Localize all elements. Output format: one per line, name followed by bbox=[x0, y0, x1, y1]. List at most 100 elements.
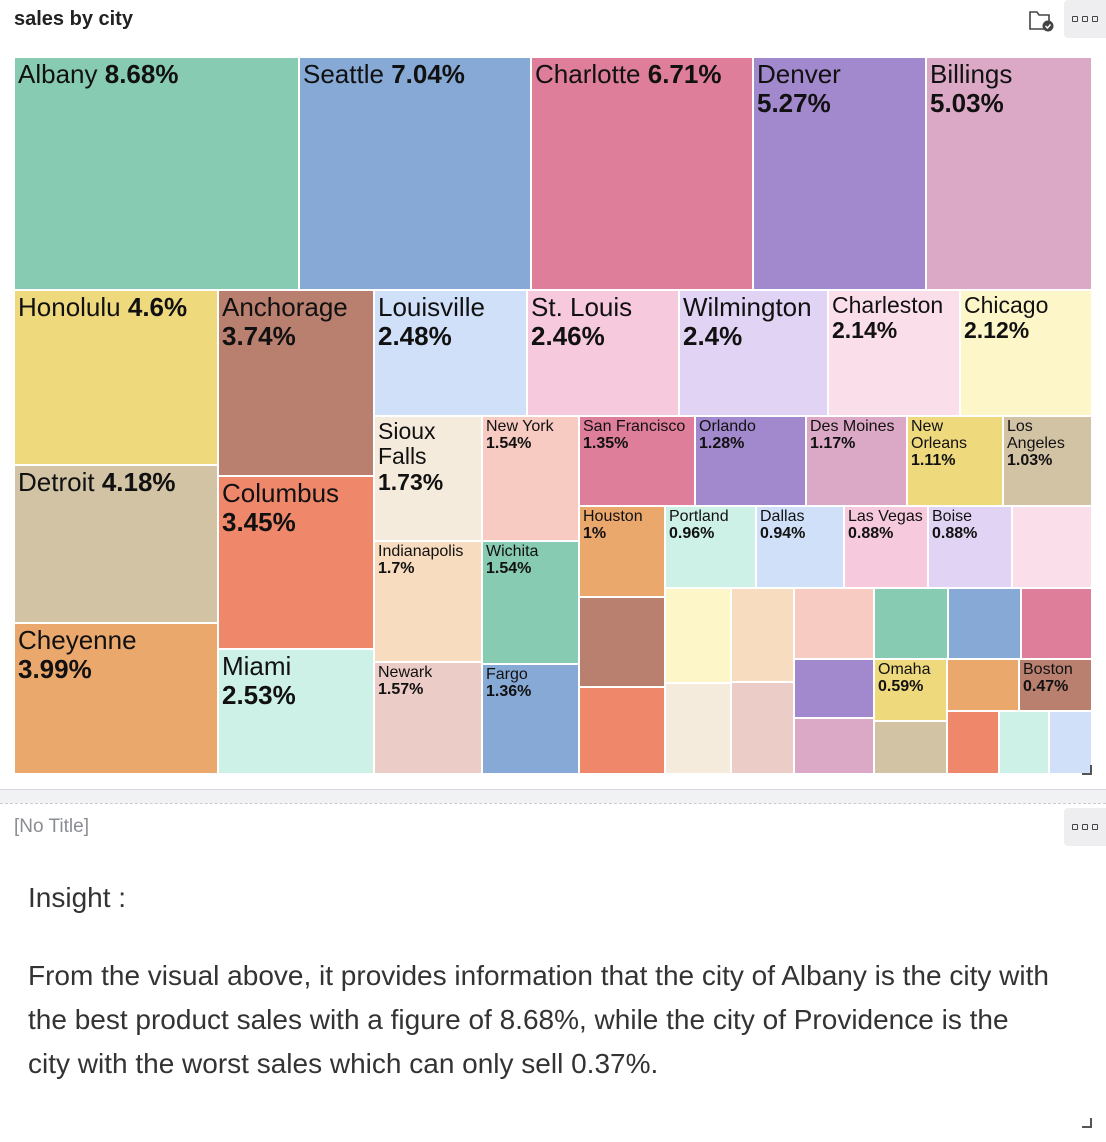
more-options-icon[interactable] bbox=[1064, 808, 1106, 846]
cell-percentage: 2.48% bbox=[378, 320, 452, 351]
resize-handle-icon[interactable] bbox=[1082, 1118, 1092, 1128]
treemap-cell[interactable] bbox=[665, 588, 731, 683]
cell-percentage: 1.7% bbox=[378, 559, 415, 577]
treemap-cell[interactable]: Charleston 2.14% bbox=[828, 290, 960, 416]
resize-handle-icon[interactable] bbox=[1082, 765, 1092, 775]
cell-percentage: 0.59% bbox=[878, 677, 924, 695]
cell-percentage: 7.04% bbox=[391, 59, 465, 89]
treemap-cell[interactable]: Omaha 0.59% bbox=[874, 659, 947, 721]
treemap-cell[interactable]: Miami 2.53% bbox=[218, 649, 374, 774]
treemap-cell[interactable]: Honolulu 4.6% bbox=[14, 290, 218, 465]
treemap-cell[interactable]: Charlotte 6.71% bbox=[531, 57, 753, 290]
cell-label: Detroit 4.18% bbox=[15, 466, 217, 499]
treemap-cell[interactable]: Houston 1% bbox=[579, 506, 665, 597]
cell-city-name: Dallas bbox=[760, 508, 805, 525]
treemap-cell[interactable]: Albany 8.68% bbox=[14, 57, 299, 290]
treemap-cell[interactable]: Boston 0.47% bbox=[1019, 659, 1092, 711]
treemap-cell[interactable]: Orlando 1.28% bbox=[695, 416, 806, 506]
treemap-cell[interactable]: Newark 1.57% bbox=[374, 662, 482, 774]
treemap-cell[interactable]: Boise 0.88% bbox=[928, 506, 1012, 588]
treemap-cell[interactable] bbox=[947, 659, 1019, 711]
cell-percentage: 1% bbox=[583, 524, 607, 542]
treemap-cell[interactable] bbox=[794, 588, 874, 659]
cell-percentage: 2.4% bbox=[683, 320, 743, 351]
cell-city-name: Detroit bbox=[18, 467, 95, 497]
cell-city-name: Albany bbox=[18, 59, 98, 89]
cell-city-name: Cheyenne bbox=[18, 625, 137, 655]
treemap-cell[interactable] bbox=[665, 683, 731, 774]
treemap-cell[interactable]: Sioux Falls 1.73% bbox=[374, 416, 482, 541]
treemap-cell[interactable]: Louisville 2.48% bbox=[374, 290, 527, 416]
cell-city-name: Boise bbox=[932, 508, 973, 525]
cell-percentage: 1.11% bbox=[911, 451, 956, 469]
cell-label: Seattle 7.04% bbox=[300, 58, 530, 91]
cell-label: Des Moines 1.17% bbox=[807, 417, 906, 455]
treemap-cell[interactable]: Las Vegas 0.88% bbox=[844, 506, 928, 588]
treemap-cell[interactable] bbox=[731, 682, 794, 774]
treemap-cell[interactable] bbox=[579, 687, 665, 774]
treemap-cell[interactable] bbox=[1021, 588, 1092, 659]
treemap-cell[interactable]: Des Moines 1.17% bbox=[806, 416, 907, 506]
cell-percentage: 1.03% bbox=[1007, 451, 1053, 469]
treemap-cell[interactable]: Billings 5.03% bbox=[926, 57, 1092, 290]
treemap-cell[interactable] bbox=[947, 711, 999, 774]
cell-label: Boise 0.88% bbox=[929, 507, 1011, 545]
treemap-cell[interactable] bbox=[1012, 506, 1092, 588]
cell-city-name: Des Moines bbox=[810, 418, 895, 435]
cell-percentage: 4.6% bbox=[127, 292, 188, 322]
cell-percentage: 1.73% bbox=[378, 468, 444, 495]
cell-city-name: Louisville bbox=[378, 292, 485, 322]
treemap-cell[interactable]: New Orleans 1.11% bbox=[907, 416, 1003, 506]
cell-label: Los Angeles 1.03% bbox=[1004, 417, 1091, 471]
treemap-cell[interactable] bbox=[1049, 711, 1092, 774]
treemap-cell[interactable]: Los Angeles 1.03% bbox=[1003, 416, 1092, 506]
more-options-icon[interactable] bbox=[1064, 0, 1106, 38]
cell-label: New Orleans 1.11% bbox=[908, 417, 1002, 471]
cell-label: Miami 2.53% bbox=[219, 650, 373, 711]
treemap-cell[interactable] bbox=[794, 718, 874, 774]
treemap-cell[interactable]: Cheyenne 3.99% bbox=[14, 623, 218, 774]
treemap-cell[interactable] bbox=[874, 721, 947, 774]
cell-percentage: 8.68% bbox=[104, 59, 179, 89]
cell-percentage: 4.18% bbox=[101, 467, 176, 497]
cell-city-name: St. Louis bbox=[531, 292, 633, 322]
cell-label: Cheyenne 3.99% bbox=[15, 624, 217, 685]
panel-title: [No Title] bbox=[14, 816, 89, 837]
treemap-cell[interactable]: San Francisco 1.35% bbox=[579, 416, 695, 506]
cell-city-name: Wichita bbox=[486, 543, 539, 560]
treemap-cell[interactable] bbox=[579, 597, 665, 687]
treemap-cell[interactable] bbox=[731, 588, 794, 682]
treemap-cell[interactable]: Chicago 2.12% bbox=[960, 290, 1092, 416]
treemap-cell[interactable] bbox=[948, 588, 1021, 659]
treemap-cell[interactable] bbox=[999, 711, 1049, 774]
cell-city-name: Wilmington bbox=[683, 292, 812, 322]
treemap-cell[interactable]: St. Louis 2.46% bbox=[527, 290, 679, 416]
treemap-cell[interactable]: Denver 5.27% bbox=[753, 57, 926, 290]
cell-city-name: Chicago bbox=[964, 292, 1049, 318]
cell-label: Fargo 1.36% bbox=[483, 665, 578, 703]
treemap-cell[interactable]: Fargo 1.36% bbox=[482, 664, 579, 774]
cell-percentage: 0.88% bbox=[848, 524, 894, 542]
cell-city-name: Honolulu bbox=[18, 292, 121, 322]
cell-city-name: Boston bbox=[1023, 661, 1073, 678]
treemap-cell[interactable]: Columbus 3.45% bbox=[218, 476, 374, 649]
treemap-cell[interactable]: Wichita 1.54% bbox=[482, 541, 579, 664]
treemap-cell[interactable] bbox=[794, 659, 874, 718]
treemap-cell[interactable]: New York 1.54% bbox=[482, 416, 579, 541]
cell-city-name: Columbus bbox=[222, 478, 340, 508]
treemap-cell[interactable]: Anchorage 3.74% bbox=[218, 290, 374, 476]
treemap-cell[interactable]: Indianapolis 1.7% bbox=[374, 541, 482, 662]
cell-percentage: 2.46% bbox=[531, 320, 605, 351]
cell-label: Columbus 3.45% bbox=[219, 477, 373, 538]
cell-city-name: Denver bbox=[757, 59, 841, 89]
treemap-cell[interactable] bbox=[874, 588, 948, 659]
treemap-cell[interactable]: Wilmington 2.4% bbox=[679, 290, 828, 416]
treemap-cell[interactable]: Detroit 4.18% bbox=[14, 465, 218, 623]
treemap-cell[interactable]: Dallas 0.94% bbox=[756, 506, 844, 588]
insight-text: From the visual above, it provides infor… bbox=[28, 960, 1049, 1079]
cell-label: San Francisco 1.35% bbox=[580, 417, 694, 455]
treemap-cell[interactable]: Seattle 7.04% bbox=[299, 57, 531, 290]
cell-label: Albany 8.68% bbox=[15, 58, 298, 91]
treemap-cell[interactable]: Portland 0.96% bbox=[665, 506, 756, 588]
folder-check-icon[interactable] bbox=[1028, 8, 1054, 32]
